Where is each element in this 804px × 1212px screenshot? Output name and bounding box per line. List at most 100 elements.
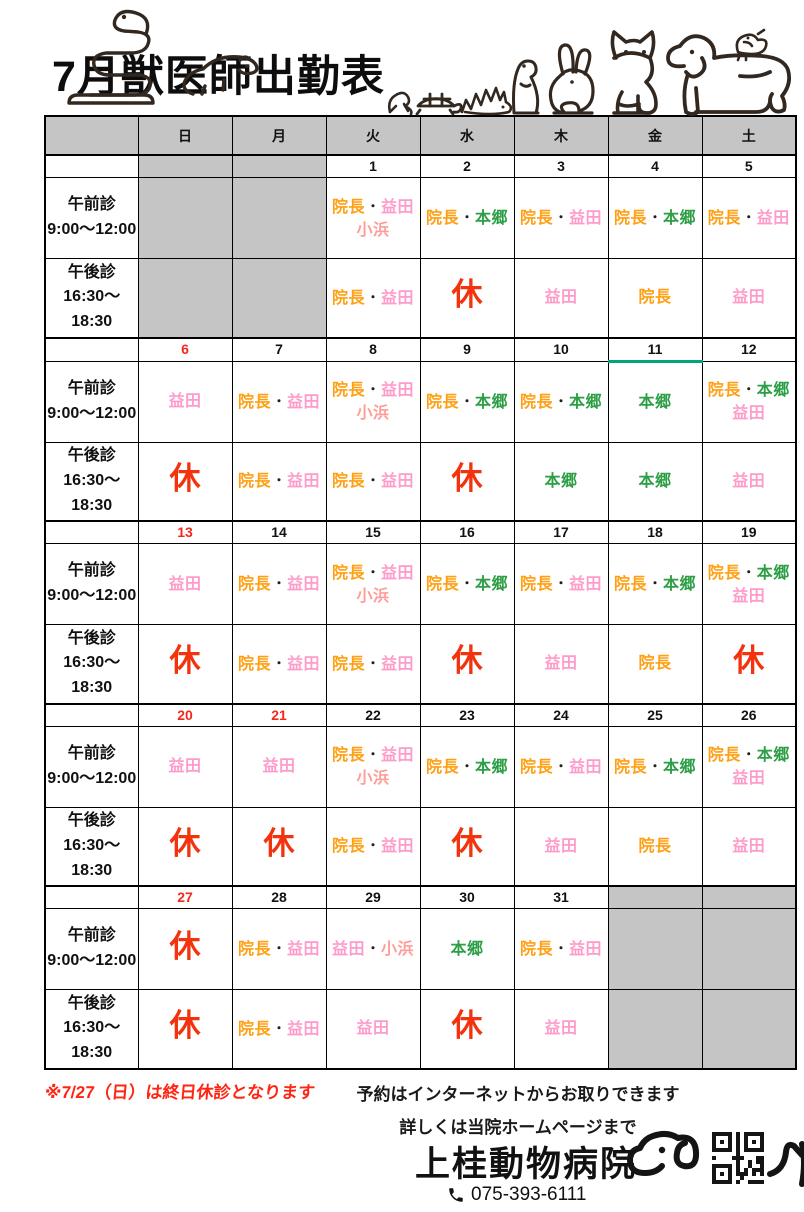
date-cell: 10 (513, 336, 609, 362)
name-separator: ・ (366, 289, 379, 304)
staff-line: 院長・益田 (327, 286, 419, 310)
date-cell: 30 (419, 885, 515, 909)
schedule-cell: 院長・益田 (325, 806, 421, 887)
schedule-cell: 院長・益田 小浜 (325, 177, 421, 259)
name-separator: ・ (554, 210, 567, 224)
date-cell: 24 (513, 702, 609, 727)
row-label-empty (44, 520, 139, 544)
staff-name: 小浜 (381, 941, 415, 958)
schedule-cell: 休 (419, 624, 515, 704)
staff-line: 院長・本郷 (609, 572, 701, 596)
snake-icon (67, 9, 155, 105)
am-row: 午前診 9:00～12:00 益田 益田 院長・益田 小浜 院長・本郷 院長・益田 院長・本郷院… (44, 725, 797, 808)
staff-name: 院長 (707, 210, 741, 227)
schedule-cell: 休 (701, 624, 797, 704)
session-title: 午後診 (67, 994, 116, 1012)
staff-name: 本郷 (638, 393, 672, 411)
staff-name: 本郷 (475, 393, 509, 411)
date-cell: 27 (137, 885, 233, 909)
staff-name: 院長 (519, 758, 553, 776)
schedule-cell: 益田 (513, 806, 609, 887)
staff-line: 院長 (609, 835, 701, 858)
staff-line: 院長・本郷 (421, 206, 513, 230)
session-title: 午前診 (67, 562, 116, 580)
session-title: 午後診 (67, 263, 116, 281)
reservation-info-line1: 予約はインターネットからお取りできます (356, 1084, 680, 1104)
staff-line: 益田 (515, 835, 607, 858)
name-separator: ・ (742, 564, 755, 579)
name-separator: ・ (366, 838, 379, 853)
closed-mark: 休 (451, 460, 483, 496)
schedule-cell: 院長・益田 (513, 908, 609, 990)
pm-row: 午後診 16:30～18:30 休休院長・益田休益田 院長 益田 (44, 806, 797, 887)
phone-row: 075-393-6111 (447, 1184, 587, 1206)
am-row: 午前診 9:00～12:00 益田 院長・益田 院長・益田 小浜 院長・本郷 院長・益田 院長・… (44, 543, 797, 625)
staff-line: 益田 (703, 767, 795, 790)
session-title: 午前診 (67, 744, 116, 762)
schedule-cell: 本郷 (607, 441, 703, 522)
meerkat-icon (512, 59, 540, 115)
staff-line: 院長・本郷 (703, 378, 795, 402)
staff-name: 院長 (638, 289, 672, 307)
staff-line: 院長・益田 (233, 937, 325, 961)
schedule-cell: 本郷 (513, 441, 609, 522)
weekday-header-row: 日月火水木金土 (44, 115, 797, 156)
name-separator: ・ (554, 941, 567, 955)
name-separator: ・ (366, 198, 379, 213)
staff-line: 院長・本郷 (703, 561, 795, 585)
staff-name: 益田 (287, 393, 321, 411)
staff-name: 院長 (613, 210, 647, 227)
schedule-cell: 院長・本郷 (513, 360, 609, 443)
header: 7月獣医師出勤表 (0, 0, 804, 116)
name-separator: ・ (460, 576, 473, 590)
staff-line: 院長・本郷 (421, 572, 513, 596)
staff-name: 益田 (569, 576, 603, 593)
pm-row: 午後診 16:30～18:30 休院長・益田 院長・益田休本郷 本郷 益田 (44, 441, 797, 522)
schedule-cell: 院長・益田 (701, 177, 797, 259)
schedule-cell: 院長・本郷 (607, 543, 703, 625)
staff-name: 院長 (331, 382, 365, 399)
staff-name: 益田 (287, 941, 321, 958)
schedule-cell: 益田 (137, 725, 233, 808)
date-cell: 14 (231, 520, 327, 544)
staff-line: 休 (139, 931, 231, 964)
schedule-cell: 院長・益田 (325, 441, 421, 522)
schedule-cell: 院長・益田 (231, 908, 327, 990)
session-title: 午後診 (67, 629, 116, 647)
session-label: 午後診 16:30～18:30 (44, 441, 139, 522)
staff-name: 益田 (544, 837, 578, 855)
staff-name: 本郷 (475, 576, 509, 593)
schedule-cell (137, 258, 233, 338)
staff-name: 院長 (331, 473, 365, 491)
staff-name: 院長 (425, 210, 459, 227)
staff-name: 本郷 (569, 393, 603, 411)
staff-line: 院長 (609, 652, 701, 675)
qr-code (712, 1131, 764, 1184)
schedule-cell: 院長・益田 (513, 177, 609, 259)
schedule-cell: 休 (419, 989, 515, 1069)
date-cell: 21 (231, 702, 327, 727)
staff-name: 益田 (569, 941, 603, 958)
name-separator: ・ (742, 210, 755, 224)
staff-line: 休 (139, 828, 231, 861)
staff-line: 休 (421, 279, 513, 312)
date-cell: 6 (137, 336, 233, 362)
weekday-header: 月 (231, 115, 327, 156)
staff-line: 益田 (139, 390, 231, 413)
name-separator: ・ (554, 576, 567, 590)
schedule-cell: 益田・小浜 (325, 908, 421, 990)
staff-line: 益田 (515, 652, 607, 675)
staff-line: 院長・益田 (233, 1017, 325, 1041)
name-separator: ・ (272, 473, 285, 488)
staff-name: 益田 (569, 758, 603, 776)
staff-name: 本郷 (475, 758, 509, 776)
holiday-note: ※7/27（日）は終日休診となります (44, 1082, 316, 1102)
staff-name: 益田 (287, 576, 321, 593)
staff-line: 院長・益田 (515, 206, 607, 230)
staff-line: 小浜 (327, 585, 419, 608)
hedgehog-icon (460, 86, 513, 116)
weekday-header: 火 (325, 115, 421, 156)
staff-name: 院長 (237, 473, 271, 491)
staff-name: 院長 (638, 837, 672, 855)
name-separator: ・ (272, 655, 285, 670)
